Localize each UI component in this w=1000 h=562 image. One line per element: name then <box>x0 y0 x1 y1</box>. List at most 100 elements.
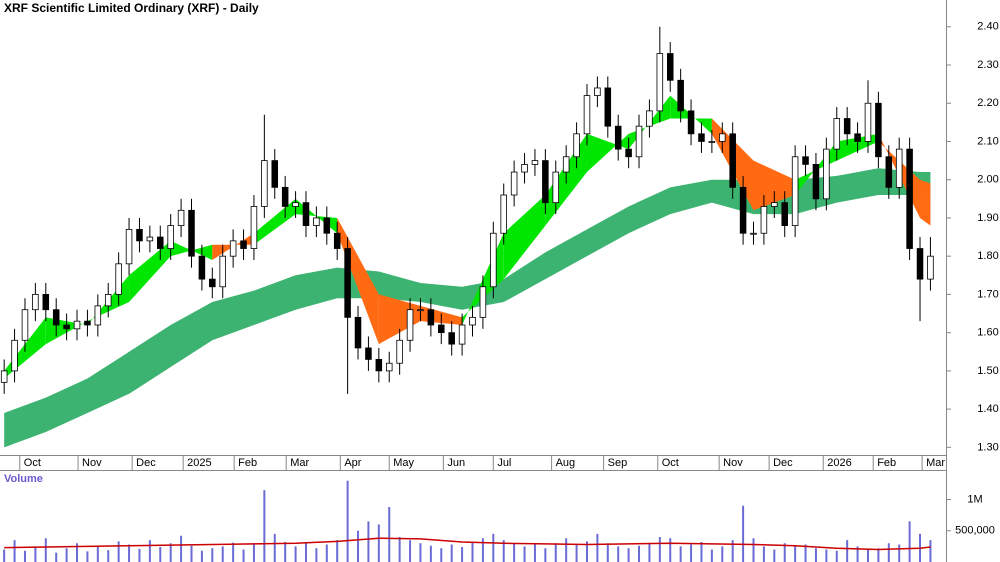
volume-bar <box>606 543 609 562</box>
x-tick-label: Oct <box>24 457 41 469</box>
volume-bar <box>866 549 869 562</box>
candle-body <box>739 186 747 234</box>
volume-bar <box>554 543 557 562</box>
candle-body <box>344 248 351 318</box>
volume-bar <box>908 521 911 562</box>
candle-body <box>125 229 133 265</box>
volume-bar <box>502 540 505 562</box>
candle-body <box>823 148 830 200</box>
volume-bar <box>3 549 6 562</box>
volume-bar <box>804 544 807 562</box>
candle-body <box>614 125 622 150</box>
candle-body <box>63 324 70 330</box>
candle-body <box>573 133 580 158</box>
candle-body <box>802 156 809 165</box>
x-tick-label: Dec <box>773 457 793 469</box>
candle-body <box>52 309 60 326</box>
volume-bar <box>742 505 745 562</box>
volume-bar <box>533 544 536 562</box>
x-tick-label: Feb <box>238 457 257 469</box>
volume-bar <box>575 543 578 562</box>
candle-body <box>521 164 528 173</box>
volume-bar <box>627 548 630 562</box>
volume-bar <box>128 544 131 562</box>
candle-body <box>510 171 518 196</box>
candle-body <box>261 160 268 207</box>
candle-body <box>906 148 913 249</box>
volume-bar <box>762 546 765 562</box>
candle-body <box>781 202 788 226</box>
candle-body <box>719 133 726 142</box>
candle-body <box>885 156 893 188</box>
volume-bar <box>13 540 16 562</box>
candle-body <box>354 316 362 349</box>
candle-body <box>666 53 674 81</box>
candle-body <box>73 320 81 330</box>
candle-body <box>843 118 851 135</box>
candle-body <box>562 156 570 173</box>
volume-bar <box>284 542 287 562</box>
candle-body <box>552 171 560 204</box>
volume-bar <box>648 543 651 562</box>
x-tick-label: Oct <box>662 457 679 469</box>
volume-bar <box>221 546 224 562</box>
volume-bar <box>887 543 890 562</box>
candle-body <box>469 316 476 326</box>
candle-body <box>531 160 539 165</box>
volume-bar <box>471 542 474 562</box>
volume-title: Volume <box>4 473 43 485</box>
volume-bar <box>211 548 214 562</box>
volume-bar <box>44 538 47 562</box>
x-tick-label: Nov <box>82 457 102 469</box>
volume-bar <box>773 549 776 562</box>
candle-body <box>687 110 695 135</box>
volume-bar <box>783 543 786 562</box>
candle-body <box>32 294 39 311</box>
volume-bar <box>398 537 401 562</box>
candle-body <box>42 294 50 311</box>
volume-bar <box>138 548 141 562</box>
volume-bar <box>117 541 120 562</box>
candle-body <box>729 133 736 188</box>
volume-bar <box>107 550 110 562</box>
candle-body <box>625 148 632 158</box>
candle-body <box>11 339 18 372</box>
volume-bar <box>315 548 318 562</box>
volume-bar <box>814 548 817 562</box>
candle-body <box>594 87 601 96</box>
volume-bar <box>731 540 734 562</box>
volume-bar <box>200 550 203 562</box>
short-band <box>503 195 546 280</box>
volume-bar <box>252 544 255 562</box>
candle-body <box>583 95 591 135</box>
volume-bar <box>242 549 245 562</box>
volume-bar <box>492 533 495 562</box>
volume-bar <box>190 545 193 562</box>
volume-bar <box>388 507 391 562</box>
y-tick-label: 1M <box>967 493 982 505</box>
volume-bar <box>700 542 703 562</box>
candle-body <box>760 206 768 234</box>
volume-bar <box>377 524 380 562</box>
volume-bar <box>159 547 162 562</box>
volume-bar <box>409 540 412 562</box>
volume-bar <box>346 480 349 562</box>
candle-body <box>791 156 799 226</box>
candle-body <box>895 148 903 188</box>
candle-body <box>146 236 154 242</box>
candle-body <box>281 186 289 207</box>
candle-body <box>500 194 507 234</box>
x-tick-label: Feb <box>877 457 896 469</box>
volume-bar <box>180 535 183 562</box>
volume-bar <box>877 548 880 562</box>
x-tick-label: Apr <box>344 457 361 469</box>
candle-body <box>21 309 29 341</box>
volume-bar <box>617 546 620 562</box>
candle-body <box>136 229 143 242</box>
y-tick-label: 1.70 <box>977 288 998 300</box>
candle-body <box>448 332 455 345</box>
short-band <box>253 198 296 245</box>
volume-bar <box>440 548 443 562</box>
candle-body <box>812 164 820 200</box>
volume-bar <box>294 546 297 562</box>
